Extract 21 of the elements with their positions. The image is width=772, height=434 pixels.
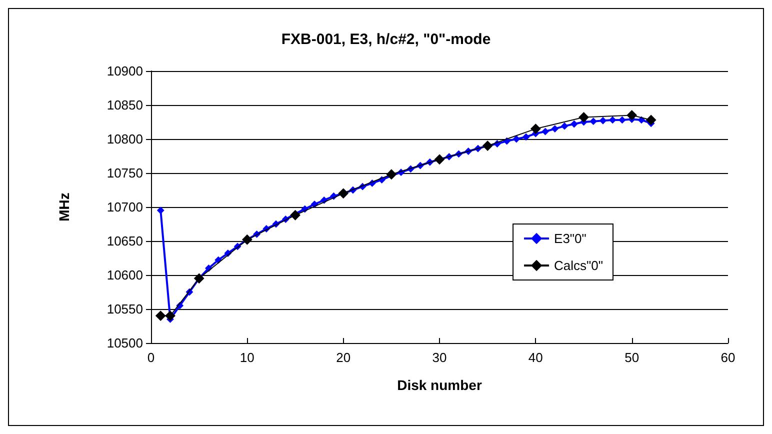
x-tick-label: 40 (528, 350, 543, 365)
x-tick-label: 10 (240, 350, 254, 365)
y-tick-label: 10550 (106, 302, 143, 316)
x-tick-label: 30 (432, 350, 447, 365)
y-axis-title: MHz (56, 192, 72, 222)
y-tick-label: 10600 (106, 268, 143, 282)
y-tick-label: 10800 (106, 132, 143, 146)
legend-label: E3"0" (554, 231, 587, 246)
y-tick-label: 10750 (106, 166, 143, 180)
y-tick-label: 10850 (106, 98, 143, 112)
y-tick-label: 10650 (106, 234, 143, 248)
chart-title: FXB-001, E3, h/c#2, "0"-mode (281, 31, 491, 48)
legend-label: Calcs"0" (554, 258, 604, 273)
y-tick-label: 10500 (106, 336, 143, 350)
y-tick-label: 10900 (106, 64, 143, 78)
x-axis-title: Disk number (397, 377, 482, 393)
y-tick-label: 10700 (106, 200, 143, 214)
x-tick-label: 50 (624, 350, 640, 365)
x-tick-label: 60 (720, 350, 736, 365)
x-tick-label: 0 (147, 350, 155, 365)
x-tick-label: 20 (336, 350, 351, 365)
